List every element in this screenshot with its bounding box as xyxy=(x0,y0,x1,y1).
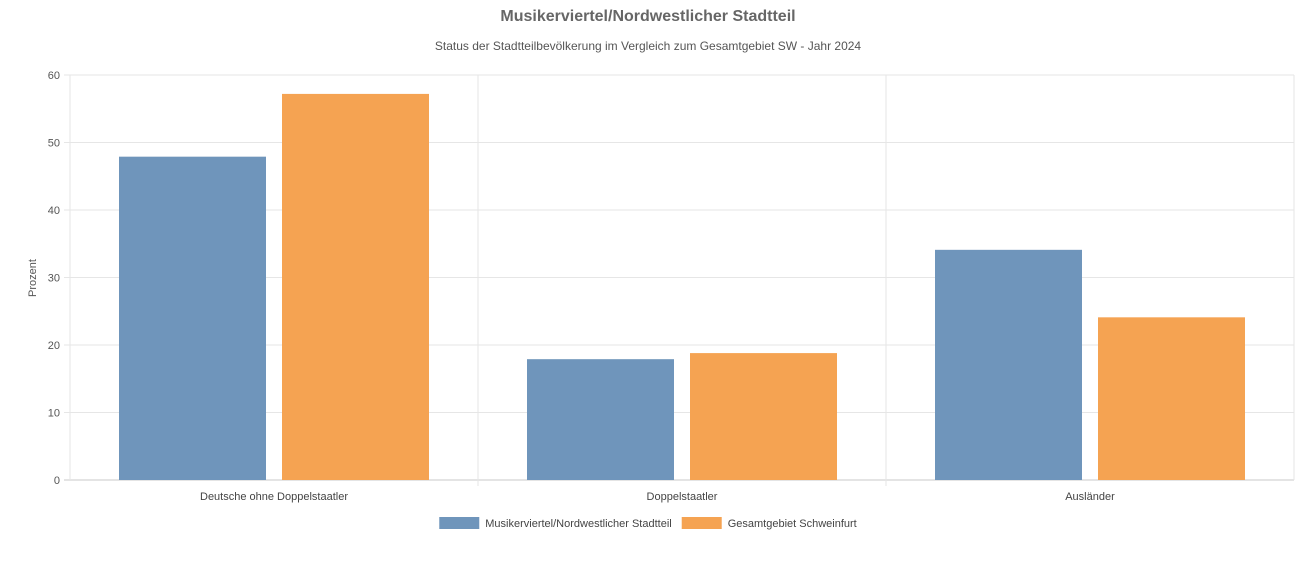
bar[interactable]: Musikerviertel/Nordwestlicher Stadtteil:… xyxy=(935,249,1082,480)
x-tick-label: Doppelstaatler xyxy=(647,491,718,503)
y-tick-label: 20 xyxy=(48,340,60,352)
y-tick-label: 10 xyxy=(48,408,60,420)
x-axis-labels: Deutsche ohne Doppelstaatler Doppelstaatl… xyxy=(200,491,1115,503)
x-tick-label: Ausländer xyxy=(1065,491,1115,503)
bar[interactable]: Musikerviertel/Nordwestlicher Stadtteil:… xyxy=(527,359,674,480)
bar[interactable]: Gesamtgebiet Schweinfurt: 18.8 xyxy=(690,353,837,480)
bars: Musikerviertel/Nordwestlicher Stadtteil:… xyxy=(119,93,1245,481)
legend-swatch[interactable] xyxy=(681,517,722,529)
bar[interactable]: Musikerviertel/Nordwestlicher Stadtteil:… xyxy=(119,156,266,481)
grid-lines xyxy=(64,74,1295,486)
legend-label[interactable]: Musikerviertel/Nordwestlicher Stadtteil xyxy=(485,518,671,530)
bar[interactable]: Gesamtgebiet Schweinfurt: 24.1 xyxy=(1098,317,1245,480)
y-tick-label: 60 xyxy=(48,70,60,82)
y-axis-ticks: 0 10 20 30 40 50 60 xyxy=(48,70,60,487)
bar[interactable]: Gesamtgebiet Schweinfurt: 57.2 xyxy=(282,93,429,481)
chart-title: Musikerviertel/Nordwestlicher Stadtteil xyxy=(500,8,796,25)
y-tick-label: 0 xyxy=(54,475,60,487)
chart-subtitle: Status der Stadtteilbevölkerung im Vergl… xyxy=(434,39,862,53)
y-tick-label: 40 xyxy=(48,205,60,217)
y-tick-label: 30 xyxy=(48,273,60,285)
x-tick-label: Deutsche ohne Doppelstaatler xyxy=(200,491,348,503)
y-tick-label: 50 xyxy=(48,138,60,150)
legend-label[interactable]: Gesamtgebiet Schweinfurt xyxy=(728,518,857,530)
y-axis-label: Prozent xyxy=(27,259,39,297)
legend: Musikerviertel/Nordwestlicher Stadtteil G… xyxy=(439,517,857,530)
legend-swatch[interactable] xyxy=(439,517,480,529)
